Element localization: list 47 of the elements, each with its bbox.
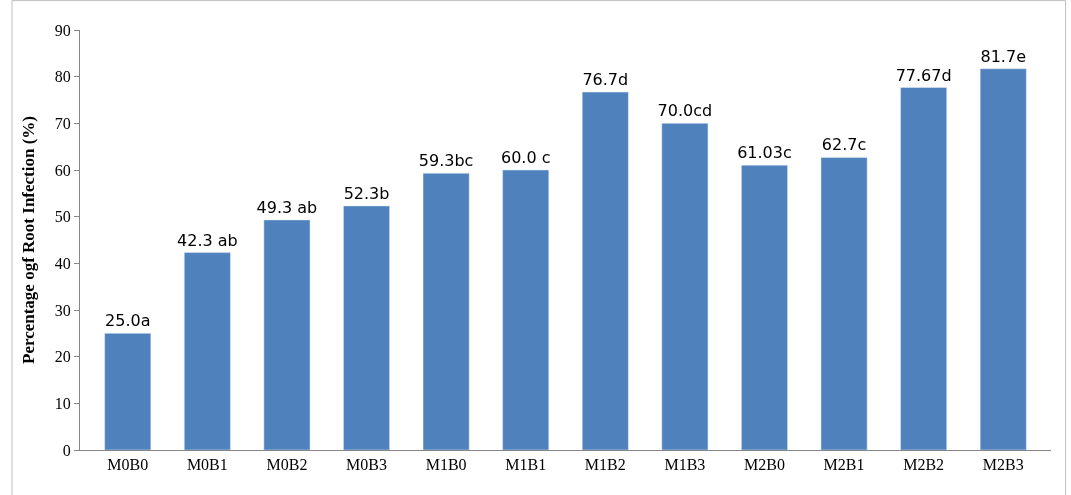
data-label: 25.0a <box>105 311 151 331</box>
y-tick-label: 0 <box>62 441 71 459</box>
y-axis-title: Percentage ogf Root Infection (%) <box>19 115 39 365</box>
x-tick-label: M1B1 <box>505 456 547 474</box>
x-tick-label: M2B2 <box>903 456 945 474</box>
x-tick-label: M2B1 <box>823 456 865 474</box>
bar <box>263 219 311 450</box>
y-tick-label: 60 <box>54 161 71 179</box>
data-label: 61.03c <box>737 143 792 163</box>
x-tick-label: M2B3 <box>982 456 1024 474</box>
bar <box>979 68 1027 450</box>
bar <box>343 205 390 450</box>
y-tick-label: 20 <box>54 348 71 366</box>
bar <box>184 252 231 450</box>
x-tick-label: M0B0 <box>107 456 149 474</box>
data-label: 60.0 c <box>500 148 551 167</box>
x-tick-label: M0B3 <box>346 456 387 474</box>
x-tick-label: M0B2 <box>266 456 308 474</box>
data-label: 59.3bc <box>418 151 474 171</box>
bar <box>422 173 470 450</box>
data-label: 42.3 ab <box>177 230 238 250</box>
data-label: 52.3b <box>343 183 390 203</box>
data-label: 70.0cd <box>657 101 713 121</box>
x-tick-label: M1B0 <box>425 456 467 474</box>
y-tick-label: 80 <box>54 68 71 86</box>
y-tick-label: 70 <box>54 114 71 132</box>
bar <box>104 333 152 450</box>
bar <box>581 91 629 450</box>
data-label: 81.7e <box>980 46 1026 66</box>
bar <box>661 123 709 450</box>
data-label: 49.3 ab <box>256 197 318 217</box>
x-tick-label: M1B3 <box>664 456 706 474</box>
data-label: 62.7c <box>821 135 867 155</box>
data-label: 77.67d <box>895 65 952 85</box>
y-tick-label: 90 <box>54 21 71 39</box>
y-tick-label: 10 <box>54 394 71 412</box>
y-tick-label: 30 <box>54 301 71 319</box>
x-tick-label: M0B1 <box>186 456 228 474</box>
bar <box>820 157 868 450</box>
bar <box>900 87 947 450</box>
x-tick-label: M2B0 <box>744 456 785 474</box>
bar <box>741 164 788 450</box>
data-label: 76.7d <box>582 70 629 90</box>
y-tick-label: 40 <box>54 254 71 272</box>
x-tick-label: M1B2 <box>584 456 626 474</box>
y-tick-label: 50 <box>54 208 71 226</box>
bar <box>502 169 550 450</box>
